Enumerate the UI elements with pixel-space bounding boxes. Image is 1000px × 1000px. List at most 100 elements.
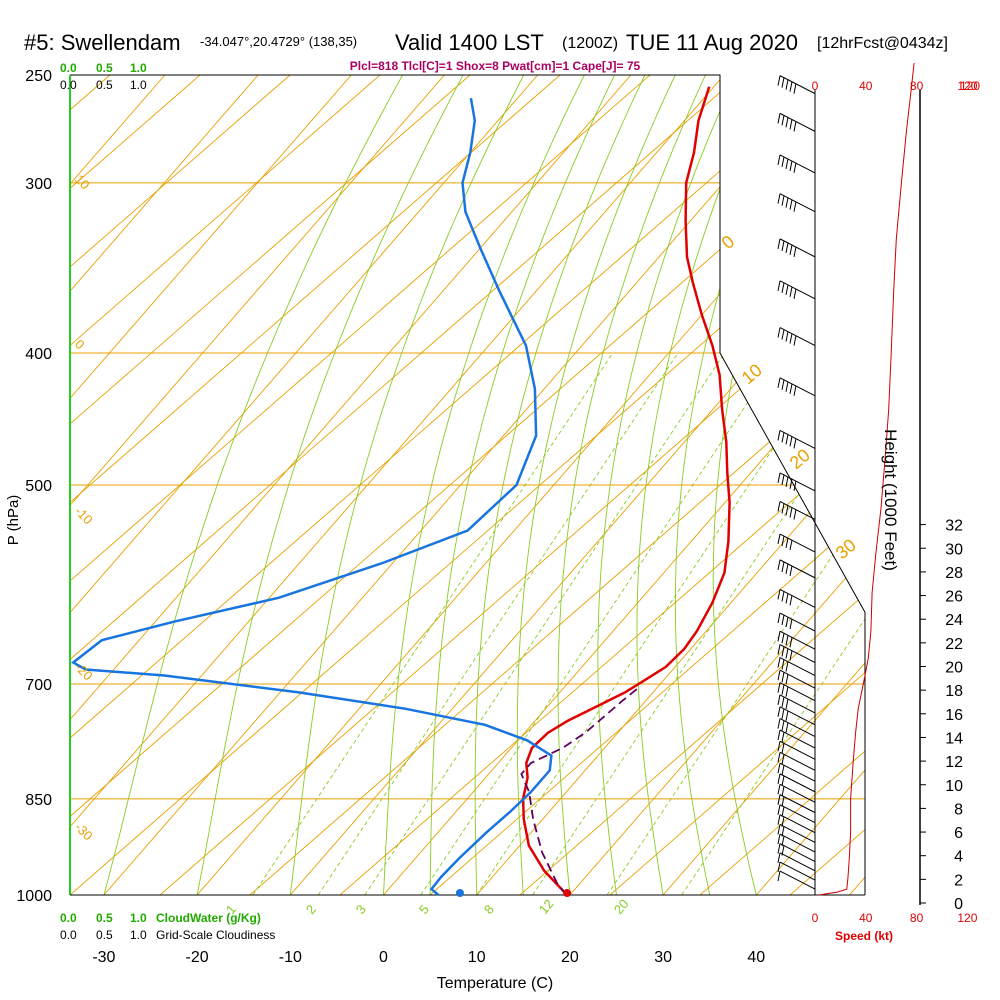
wind-barb-flag (793, 246, 797, 257)
wind-barb (779, 533, 816, 553)
wind-barb-flag (793, 288, 797, 299)
wind-barb-flag (781, 708, 785, 719)
wind-barb-flag (781, 826, 785, 837)
skewt-grid (69, 74, 866, 896)
wind-barb-flag (777, 682, 781, 693)
wind-barb (779, 783, 816, 803)
wind-barb-flag (789, 565, 793, 576)
wind-barb-flag (793, 83, 797, 94)
y-axis-label: P (hPa) (5, 495, 22, 546)
wind-barb (779, 773, 816, 793)
valid-date: TUE 11 Aug 2020 (626, 30, 798, 55)
wind-barb-flag (781, 659, 785, 670)
wind-barb-flag (789, 383, 793, 394)
wind-barb-flag (777, 729, 781, 741)
wind-barb-flag (789, 199, 793, 210)
wind-barb-flag (777, 559, 781, 570)
wind-barb-flag (781, 561, 785, 572)
dry-adiabat-line (699, 75, 865, 895)
wind-barb-flag (777, 670, 781, 681)
mixing-ratio-label: 3 (353, 902, 369, 917)
wind-barb (779, 644, 816, 663)
wind-barb (779, 861, 816, 881)
wind-barb (779, 669, 816, 689)
wind-barb (779, 740, 816, 760)
wind-barb-flag (777, 154, 781, 166)
dry-adiabat-label: 0 (718, 231, 739, 253)
wind-barb-flag (793, 480, 797, 491)
moist-adiabat-line (196, 75, 464, 895)
height-tick-label: 22 (945, 636, 963, 653)
height-tick-label: 24 (945, 612, 963, 629)
height-tick-label: 30 (945, 541, 963, 558)
wind-speed-top-tick: 0 (812, 79, 819, 93)
height-axis-title: Height (1000 Feet) (881, 429, 900, 571)
moist-adiabat-line (103, 75, 403, 895)
wind-barb-flag (781, 633, 785, 644)
wind-barb-flag (781, 684, 785, 695)
wind-barb-flag (789, 478, 793, 489)
height-tick-label: 32 (945, 518, 963, 535)
mixing-ratio-line (317, 352, 679, 895)
wind-barb (779, 589, 816, 608)
temperature-tick-label: 0 (379, 949, 388, 966)
wind-barb-flag (781, 240, 785, 251)
wind-barb-flag (777, 589, 781, 600)
wind-barb-flag (785, 284, 789, 295)
stability-indices: Plcl=818 Tlcl[C]=1 Shox=8 Pwat[cm]=1 Cap… (350, 59, 641, 73)
temperature-tick-label: 40 (747, 949, 765, 966)
wind-barb-flag (777, 644, 781, 655)
wind-barb-flag (789, 81, 793, 92)
height-tick-label: 0 (954, 896, 963, 913)
mixing-ratio-line (364, 352, 725, 895)
temperature-tick-label: 30 (654, 949, 672, 966)
height-tick-label: 18 (945, 683, 963, 700)
wind-barb-flag (785, 476, 789, 487)
wind-barb-flag (785, 686, 789, 697)
wind-barb (779, 729, 816, 749)
wind-barb (779, 706, 816, 726)
isotherm-line (70, 75, 352, 895)
wind-barb (779, 612, 816, 632)
height-tick-label: 8 (954, 801, 963, 818)
dry-adiabat-label: 30 (832, 535, 860, 563)
wind-barb-flag (785, 722, 789, 733)
height-tick-label: 16 (945, 707, 963, 724)
dry-adiabat-label: 10 (738, 360, 766, 388)
wind-barb-flag (777, 430, 781, 441)
mixing-ratio-line (681, 352, 865, 895)
wind-barb-flag (785, 593, 789, 604)
wind-barb (779, 559, 816, 579)
wind-barb (779, 682, 816, 702)
cloudiness-top-tick: 0.5 (96, 78, 113, 92)
wind-barb-flag (785, 242, 789, 253)
wind-barb-flag (789, 637, 793, 648)
wind-barb-flag (785, 505, 789, 516)
wind-barb-flag (777, 804, 781, 815)
cloudiness-bottom-tick: 1.0 (130, 928, 147, 942)
height-tick-label: 26 (945, 589, 963, 606)
cloudiness-bottom-tick: 0.0 (60, 928, 77, 942)
station-title: #5: Swellendam (24, 30, 181, 55)
wind-barb-flag (789, 436, 793, 447)
wind-barb-flag (781, 835, 785, 847)
wind-barb-flag (777, 238, 781, 249)
wind-speed-top-tick: 120 (957, 79, 977, 93)
wind-barb-flag (785, 648, 789, 659)
wind-barb (779, 429, 816, 449)
wind-barb-flag (777, 718, 781, 729)
wind-barb-flag (781, 77, 785, 88)
wind-barb-flag (777, 814, 781, 825)
series-dewpoint-line (70, 97, 553, 896)
wind-barb-flag (781, 474, 785, 485)
wind-barb-flag (777, 113, 781, 124)
wind-speed-top-tick: 40 (859, 79, 873, 93)
wind-barb-flag (777, 75, 781, 86)
pressure-tick-label: 700 (25, 677, 52, 694)
wind-barb-flag (781, 720, 785, 731)
pressure-tick-label: 400 (25, 346, 52, 363)
wind-barb-flag (789, 333, 793, 344)
isotherm-label: 10 (72, 172, 93, 193)
wind-barb-flag (781, 731, 785, 743)
wind-barb-flag (777, 773, 781, 784)
